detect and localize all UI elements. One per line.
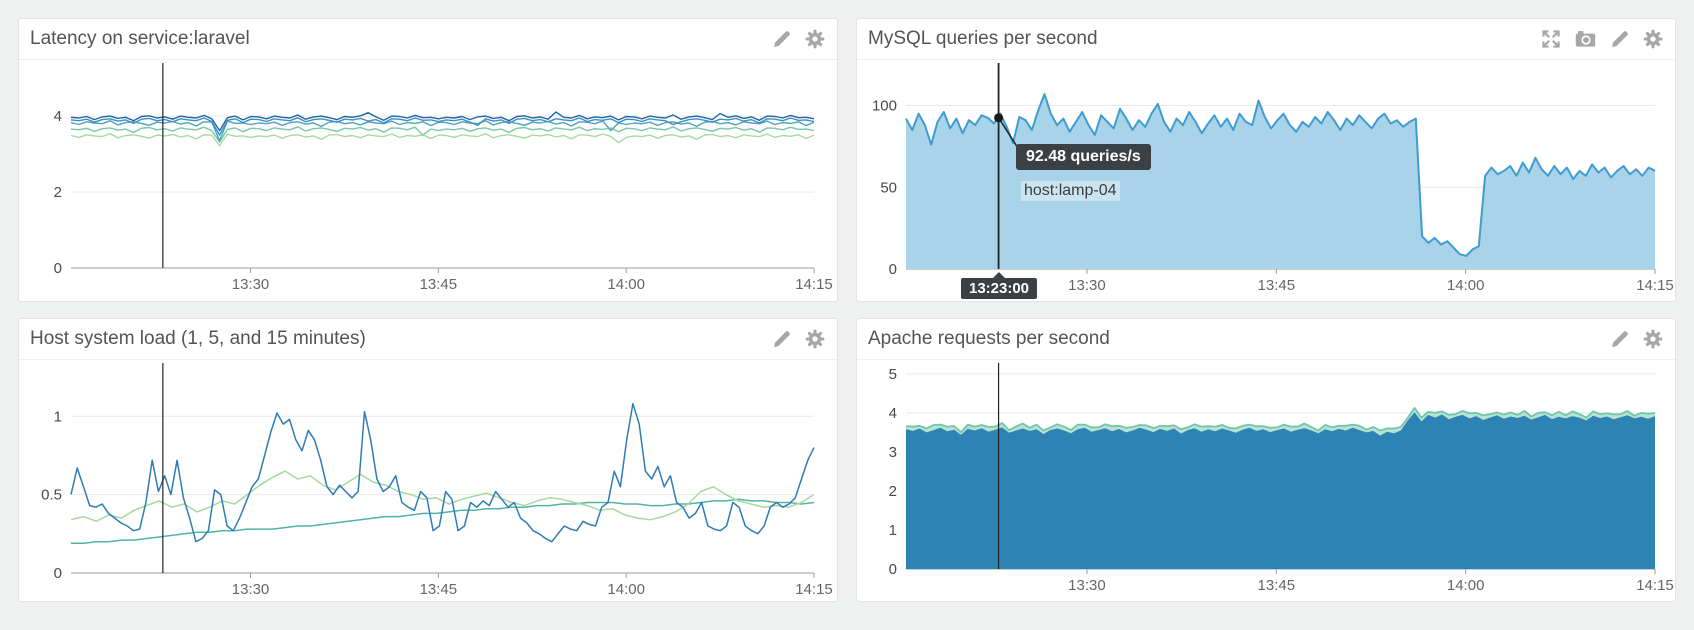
svg-text:14:15: 14:15: [1636, 277, 1674, 294]
svg-text:14:15: 14:15: [795, 581, 833, 598]
svg-text:5: 5: [889, 366, 897, 383]
latency-chart[interactable]: 4 2 0 13:30 13:45 14:00 14:15: [19, 59, 837, 301]
pencil-icon[interactable]: [1610, 330, 1629, 349]
svg-text:100: 100: [872, 98, 897, 115]
pencil-icon[interactable]: [1610, 30, 1629, 49]
widget-title: Host system load (1, 5, and 15 minutes): [30, 328, 366, 349]
widget-header: Latency on service:laravel: [19, 19, 837, 60]
widget-header: MySQL queries per second: [857, 19, 1675, 60]
hover-tooltip-host: host:lamp-04: [1021, 181, 1120, 201]
svg-text:14:00: 14:00: [1447, 277, 1485, 294]
svg-text:2: 2: [54, 184, 62, 201]
svg-text:2: 2: [889, 483, 897, 500]
widget-hostload: Host system load (1, 5, and 15 minutes) …: [18, 318, 838, 602]
widget-actions: [772, 19, 825, 59]
svg-text:13:30: 13:30: [232, 276, 270, 293]
svg-text:0: 0: [54, 260, 62, 277]
apache-chart[interactable]: 5 4 3 2 1 0 13:30 13:45 14:00 14:15: [857, 359, 1675, 601]
svg-text:4: 4: [889, 405, 897, 422]
hostload-chart[interactable]: 1 0.5 0 13:30 13:45 14:00 14:15: [19, 359, 837, 601]
svg-text:14:15: 14:15: [795, 276, 833, 293]
svg-text:0: 0: [54, 565, 62, 582]
svg-text:1: 1: [889, 522, 897, 539]
gear-icon[interactable]: [805, 29, 825, 49]
gear-icon[interactable]: [1643, 29, 1663, 49]
gear-icon[interactable]: [1643, 329, 1663, 349]
svg-text:0: 0: [889, 561, 897, 578]
gear-icon[interactable]: [805, 329, 825, 349]
pencil-icon[interactable]: [772, 330, 791, 349]
widget-title: Latency on service:laravel: [30, 28, 250, 49]
svg-text:4: 4: [54, 108, 62, 125]
widget-title: MySQL queries per second: [868, 28, 1098, 49]
svg-text:0.5: 0.5: [41, 487, 62, 504]
svg-text:14:15: 14:15: [1636, 577, 1674, 594]
widget-apache: Apache requests per second 5 4 3 2 1 0 13:30 13…: [856, 318, 1676, 602]
svg-text:13:45: 13:45: [420, 276, 458, 293]
widget-actions: [772, 319, 825, 359]
svg-text:13:30: 13:30: [232, 581, 270, 598]
svg-text:13:45: 13:45: [1258, 277, 1296, 294]
widget-header: Apache requests per second: [857, 319, 1675, 360]
svg-text:3: 3: [889, 444, 897, 461]
widget-mysql: MySQL queries per second 92.48 queries/s…: [856, 18, 1676, 302]
widget-title: Apache requests per second: [868, 328, 1110, 349]
widget-actions: [1541, 19, 1663, 59]
svg-text:14:00: 14:00: [1447, 577, 1485, 594]
svg-text:50: 50: [880, 179, 897, 196]
svg-text:13:30: 13:30: [1068, 577, 1106, 594]
svg-text:13:30: 13:30: [1068, 277, 1106, 294]
camera-icon[interactable]: [1575, 30, 1596, 48]
svg-text:1: 1: [54, 408, 62, 425]
svg-text:14:00: 14:00: [607, 581, 645, 598]
svg-text:14:00: 14:00: [607, 276, 645, 293]
svg-text:13:45: 13:45: [1258, 577, 1296, 594]
mysql-chart[interactable]: 92.48 queries/s host:lamp-04 13:23:00 10…: [857, 59, 1675, 301]
widget-actions: [1610, 319, 1663, 359]
cursor-time-badge: 13:23:00: [960, 272, 1038, 299]
svg-text:13:45: 13:45: [420, 581, 458, 598]
pencil-icon[interactable]: [772, 30, 791, 49]
widget-header: Host system load (1, 5, and 15 minutes): [19, 319, 837, 360]
svg-text:0: 0: [889, 261, 897, 278]
hover-tooltip-value: 92.48 queries/s: [1016, 144, 1151, 170]
expand-icon[interactable]: [1541, 29, 1561, 49]
widget-latency: Latency on service:laravel 4 2 0 13:30 13:45…: [18, 18, 838, 302]
